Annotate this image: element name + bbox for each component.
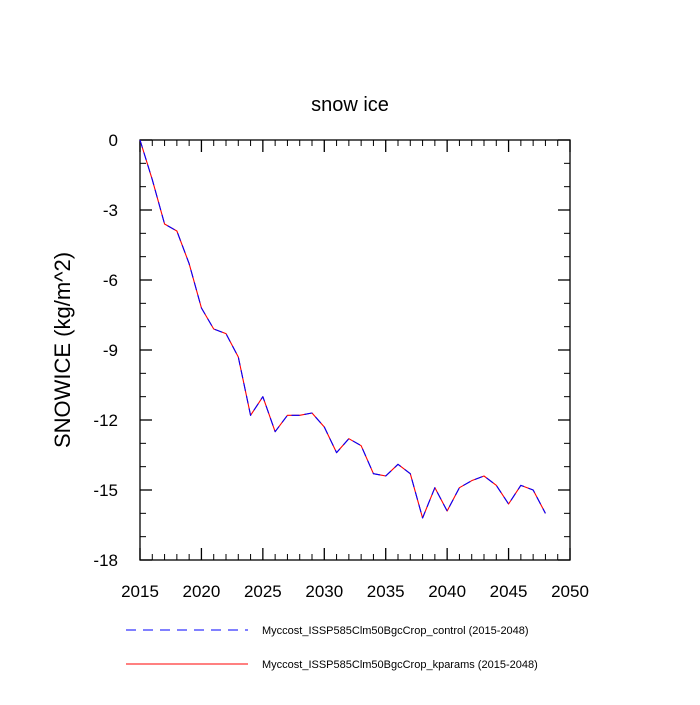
- legend-label-2: Myccost_ISSP585Clm50BgcCrop_kparams (201…: [262, 659, 538, 671]
- x-tick-label: 2035: [367, 582, 405, 601]
- chart-title: snow ice: [311, 94, 389, 116]
- x-tick-label: 2030: [305, 582, 343, 601]
- series-line-1: [139, 139, 546, 519]
- y-tick-label: -15: [93, 481, 118, 500]
- plot-frame: [139, 139, 571, 561]
- y-tick-label: -6: [103, 271, 118, 290]
- legend-label-1: Myccost_ISSP585Clm50BgcCrop_control (201…: [262, 625, 529, 637]
- y-tick-label: 0: [109, 131, 118, 150]
- legend: Myccost_ISSP585Clm50BgcCrop_control (201…: [126, 625, 538, 671]
- y-axis-label: SNOWICE (kg/m^2): [50, 252, 75, 448]
- y-tick-label: -3: [103, 201, 118, 220]
- y-tick-label: -18: [93, 551, 118, 570]
- x-tick-label: 2040: [428, 582, 466, 601]
- y-tick-label: -9: [103, 341, 118, 360]
- plot-area: 2015 2020 2025 2030 2035 2040 2045 2050 0 -3 -6 -9 -…: [93, 131, 588, 601]
- x-tick-label: 2045: [490, 582, 528, 601]
- x-tick-label: 2015: [121, 582, 159, 601]
- y-tick-label: -12: [93, 411, 118, 430]
- series-line-2: [139, 139, 546, 519]
- x-tick-label: 2050: [551, 582, 589, 601]
- x-tick-label: 2025: [244, 582, 282, 601]
- x-tick-label: 2020: [183, 582, 221, 601]
